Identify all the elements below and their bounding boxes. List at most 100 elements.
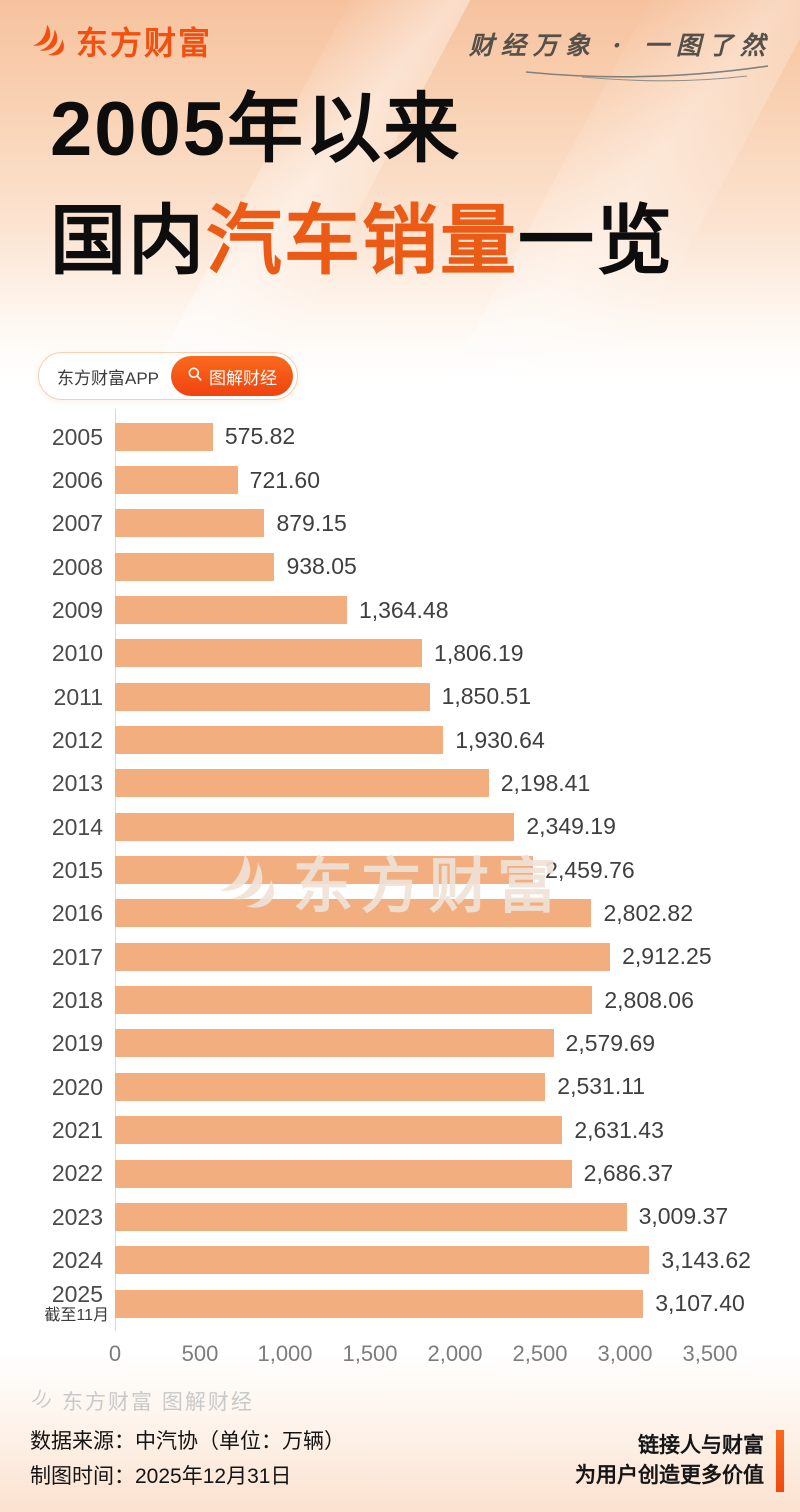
slogan-accent-bar: [776, 1430, 784, 1492]
bar-track: 3,143.62: [115, 1246, 751, 1275]
chart-row: 2005 575.82: [30, 415, 775, 458]
x-tick-label: 3,000: [597, 1341, 653, 1367]
year-label: 2016: [30, 901, 115, 925]
bar-track: 721.60: [115, 466, 710, 495]
logo-text: 东方财富: [76, 25, 213, 61]
bar-track: 1,850.51: [115, 682, 710, 711]
value-label: 2,531.11: [557, 1073, 646, 1100]
value-label: 1,806.19: [434, 639, 524, 666]
chart-row: 2022 2,686.37: [30, 1152, 775, 1195]
value-label: 1,930.64: [455, 726, 545, 753]
bar: [115, 986, 593, 1015]
tujie-caijing-pill: 图解财经: [171, 356, 294, 396]
app-badge: 东方财富APP 图解财经: [38, 352, 299, 400]
value-label: 2,198.41: [500, 769, 591, 796]
year-label: 2015: [30, 858, 115, 882]
year-label: 2010: [30, 641, 115, 665]
footer-meta: 数据来源：中汽协（单位：万辆） 制图时间：2025年12月31日: [30, 1424, 345, 1494]
x-tick-label: 1,500: [342, 1341, 398, 1367]
year-text: 2006: [51, 466, 103, 493]
bar: [115, 1072, 546, 1101]
chart-row: 2025 截至11月 3,107.40: [30, 1282, 775, 1325]
value-label: 2,808.06: [604, 986, 694, 1013]
year-label: 2017: [30, 945, 115, 969]
chart-row: 2021 2,631.43: [30, 1109, 775, 1152]
search-icon: [187, 366, 203, 387]
year-label: 2020: [30, 1075, 115, 1099]
bar: [115, 466, 238, 495]
chart-row: 2010 1,806.19: [30, 632, 775, 675]
x-tick-label: 1,000: [257, 1341, 313, 1367]
bar: [115, 552, 275, 581]
year-text: 2022: [51, 1160, 103, 1187]
bar-track: 2,631.43: [115, 1116, 710, 1145]
value-label: 2,631.43: [574, 1116, 664, 1143]
eastmoney-logo: 东方财富: [30, 18, 212, 64]
bar: [115, 1246, 650, 1275]
bar: [115, 1116, 563, 1145]
year-label: 2013: [30, 771, 115, 795]
bar-track: 575.82: [115, 422, 710, 451]
title-line-2: 国内汽车销量一览: [50, 204, 674, 280]
year-text: 2020: [51, 1073, 103, 1100]
bar: [115, 422, 213, 451]
year-text: 2014: [51, 813, 103, 840]
year-footnote: 截至11月: [44, 1307, 109, 1325]
year-label: 2005: [30, 424, 115, 448]
footer-watermark-text: 东方财富 图解财经: [62, 1391, 254, 1414]
year-label: 2009: [30, 598, 115, 622]
title-line2-prefix: 国内: [50, 199, 206, 284]
bar: [115, 1202, 627, 1231]
value-label: 2,686.37: [583, 1160, 674, 1187]
year-text: 2024: [51, 1247, 103, 1274]
tujie-caijing-label: 图解财经: [209, 368, 278, 388]
chart-row: 2007 879.15: [30, 502, 775, 545]
chart-row: 2017 2,912.25: [30, 935, 775, 978]
tagline-swoosh-underline: [525, 65, 769, 82]
year-text: 2015: [51, 857, 103, 884]
year-text: 2012: [51, 727, 103, 753]
year-label: 2018: [30, 988, 115, 1012]
slogan-line-1: 链接人与财富: [638, 1434, 764, 1457]
bar-track: 2,349.19: [115, 812, 710, 841]
value-label: 721.60: [249, 466, 321, 493]
bar-track: 2,459.76: [115, 856, 710, 885]
footer-slogan: 链接人与财富 为用户创造更多价值: [575, 1430, 784, 1492]
value-label: 1,850.51: [441, 683, 532, 710]
bar-track: 2,579.69: [115, 1029, 710, 1058]
value-label: 3,143.62: [661, 1246, 751, 1273]
year-text: 2021: [51, 1117, 103, 1144]
chart-row: 2018 2,808.06: [30, 978, 775, 1021]
bar-track: 2,802.82: [115, 899, 710, 928]
value-label: 938.05: [286, 553, 357, 580]
year-label: 2023: [30, 1205, 115, 1229]
bar-track: 3,009.37: [115, 1202, 728, 1231]
value-label: 2,802.82: [603, 899, 693, 926]
value-label: 2,579.69: [565, 1029, 656, 1056]
bar: [115, 639, 423, 668]
header: 东方财富 财经万象 · 一图了然: [30, 18, 772, 82]
value-label: 575.82: [224, 423, 296, 450]
chart-row: 2013 2,198.41: [30, 762, 775, 805]
year-text: 2017: [51, 943, 103, 970]
chart-row: 2011 1,850.51: [30, 675, 775, 718]
bar: [115, 812, 515, 841]
title-line2-highlight: 汽车销量: [206, 199, 518, 284]
x-tick-label: 2,000: [427, 1341, 483, 1367]
bar-track: 938.05: [115, 552, 710, 581]
title-line2-suffix: 一览: [518, 199, 674, 284]
bar-track: 1,364.48: [115, 596, 710, 625]
bar-chart: 2005 575.82 2006 721.60 2007 879.15 2008 938.05…: [30, 408, 775, 1371]
bar: [115, 1289, 644, 1318]
bar-track: 3,107.40: [115, 1289, 745, 1318]
bar: [115, 942, 611, 971]
bar: [115, 509, 265, 538]
data-source-line: 数据来源：中汽协（单位：万辆）: [30, 1430, 345, 1453]
year-text: 2023: [51, 1203, 103, 1230]
title-line-1: 2005年以来: [50, 87, 462, 172]
chart-row: 2016 2,802.82: [30, 892, 775, 935]
bar-track: 2,198.41: [115, 769, 710, 798]
top-background-gradient: [0, 0, 800, 380]
footer-watermark: 东方财富 图解财经: [30, 1386, 254, 1416]
bar: [115, 596, 347, 625]
